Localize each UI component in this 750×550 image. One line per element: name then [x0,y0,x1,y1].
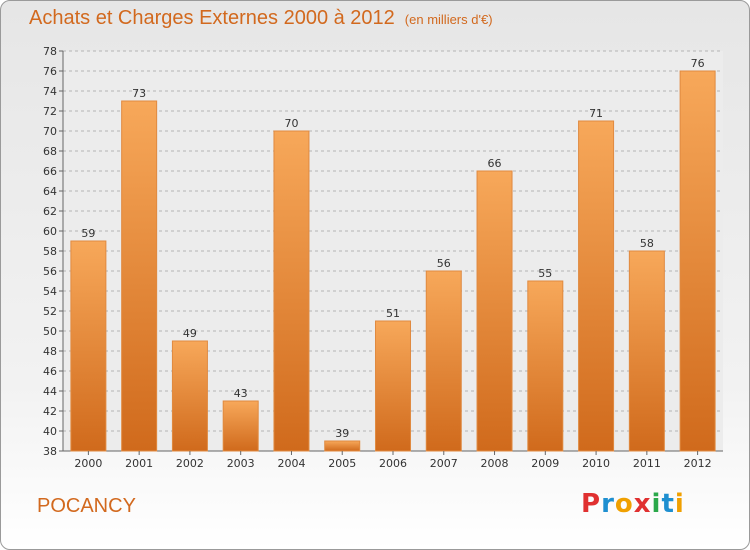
y-tick-label: 42 [43,405,57,418]
logo-letter: t [661,489,675,519]
y-tick-label: 58 [43,245,57,258]
y-tick-label: 62 [43,205,57,218]
commune-name: POCANCY [37,495,136,517]
bar [171,340,208,452]
bar-value-label: 49 [183,327,197,340]
x-tick-label: 2010 [582,457,610,470]
bar-value-label: 55 [538,267,552,280]
y-tick-label: 78 [43,45,57,58]
x-tick-label: 2005 [328,457,356,470]
y-tick-label: 40 [43,425,57,438]
bar [70,240,107,452]
bar-value-label: 51 [386,307,400,320]
y-tick-label: 66 [43,165,57,178]
y-tick-label: 48 [43,345,57,358]
logo-letter: i [674,489,685,519]
bar [222,400,259,452]
y-tick-label: 56 [43,265,57,278]
bar [375,320,411,452]
logo-letter: r [601,489,615,519]
bar-value-label: 58 [640,237,654,250]
bar-value-label: 43 [234,387,248,400]
bar [628,250,665,452]
y-tick-label: 60 [43,225,57,238]
x-tick-label: 2004 [277,457,305,470]
x-tick-label: 2009 [531,457,559,470]
proxiti-logo[interactable]: Proxiti [581,489,685,519]
chart-title-text: Achats et Charges Externes 2000 à 2012 [29,7,395,29]
bar-value-label: 39 [335,427,349,440]
bar-value-label: 71 [589,107,603,120]
y-tick-label: 76 [43,65,57,78]
bar-value-label: 76 [691,57,705,70]
x-tick-label: 2001 [125,457,153,470]
chart-subtitle: (en milliers d'€) [404,12,493,27]
y-tick-label: 70 [43,125,57,138]
x-tick-label: 2011 [633,457,661,470]
bar [527,280,564,452]
bar-value-label: 59 [81,227,95,240]
logo-letter: x [633,489,652,519]
x-tick-label: 2008 [481,457,509,470]
x-tick-label: 2006 [379,457,407,470]
bar [425,270,462,452]
y-tick-label: 68 [43,145,57,158]
bar [121,100,158,452]
y-tick-label: 54 [43,285,57,298]
bar [679,70,716,452]
logo-letter: i [651,489,662,519]
y-tick-label: 50 [43,325,57,338]
y-tick-label: 72 [43,105,57,118]
x-tick-label: 2007 [430,457,458,470]
bar [476,170,513,452]
bar [578,120,615,452]
y-tick-label: 64 [43,185,57,198]
bar-value-label: 66 [488,157,502,170]
y-tick-label: 52 [43,305,57,318]
chart-title: Achats et Charges Externes 2000 à 2012 (e… [29,7,493,30]
bar-value-label: 70 [284,117,298,130]
x-tick-label: 2012 [684,457,712,470]
y-tick-label: 44 [43,385,57,398]
y-tick-label: 74 [43,85,57,98]
logo-letter: P [581,489,602,519]
bar [324,440,361,452]
logo-letter: o [614,489,634,519]
bar-value-label: 73 [132,87,146,100]
x-tick-label: 2002 [176,457,204,470]
x-tick-label: 2003 [227,457,255,470]
bar [273,130,310,452]
y-tick-label: 46 [43,365,57,378]
y-tick-label: 38 [43,445,57,458]
x-tick-label: 2000 [74,457,102,470]
bar-value-label: 56 [437,257,451,270]
